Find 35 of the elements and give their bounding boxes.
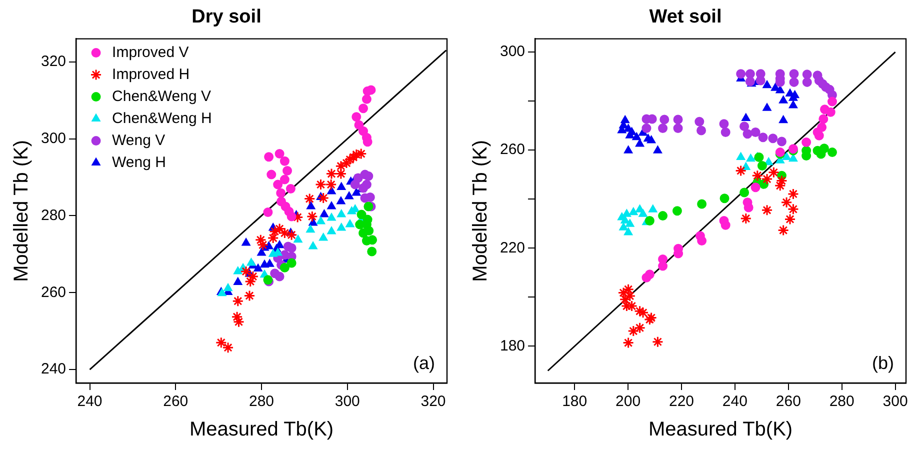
y-axis-title: Modelled Tb (K) xyxy=(470,140,492,282)
x-tick-label: 180 xyxy=(562,393,588,410)
x-tick-label: 260 xyxy=(163,393,188,410)
x-tick-label: 300 xyxy=(334,393,360,410)
legend-label: Improved V xyxy=(112,44,189,61)
y-tick-label: 240 xyxy=(40,360,66,378)
x-tick-label: 260 xyxy=(776,393,801,410)
y-tick-label: 180 xyxy=(500,337,526,354)
legend-label: Chen&Weng H xyxy=(112,110,212,127)
x-tick-label: 280 xyxy=(249,393,274,410)
legend-label: Improved H xyxy=(112,66,190,83)
y-tick-label: 260 xyxy=(500,141,526,158)
legend-label: Weng H xyxy=(112,154,166,171)
y-tick-label: 280 xyxy=(40,206,66,224)
x-tick-label: 280 xyxy=(829,393,854,410)
x-axis-title: Measured Tb(K) xyxy=(189,418,334,441)
x-axis-title: Measured Tb(K) xyxy=(648,418,793,441)
x-tick-label: 240 xyxy=(77,393,102,410)
y-axis-title: Modelled Tb (K) xyxy=(10,140,33,282)
chart-title: Wet soil xyxy=(649,6,722,28)
x-tick-label: 300 xyxy=(882,393,908,410)
x-tick-label: 220 xyxy=(668,393,694,410)
legend-label: Chen&Weng V xyxy=(112,88,211,105)
x-tick-label: 240 xyxy=(722,393,748,410)
x-tick-label: 200 xyxy=(616,393,641,410)
annotation: (a) xyxy=(413,352,435,373)
y-tick-label: 320 xyxy=(40,53,66,70)
y-tick-label: 220 xyxy=(500,239,526,256)
y-tick-label: 260 xyxy=(40,284,66,301)
x-tick-label: 320 xyxy=(420,393,446,410)
annotation: (b) xyxy=(872,352,894,373)
chart-title: Dry soil xyxy=(192,6,262,28)
y-tick-label: 300 xyxy=(500,43,526,60)
legend-label: Weng V xyxy=(112,132,166,149)
y-tick-label: 300 xyxy=(40,130,66,147)
